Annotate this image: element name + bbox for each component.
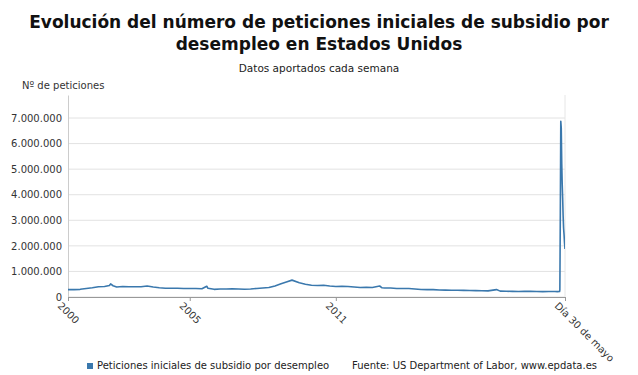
y-tick-label: 1.000.000	[11, 266, 62, 277]
title: Evolución del número de peticiones inici…	[29, 12, 609, 54]
plot-area	[68, 121, 565, 291]
x-tick-label: 2005	[177, 300, 203, 326]
grid-line	[68, 169, 565, 170]
legend-swatch	[87, 363, 93, 369]
x-tick-label: 2011	[323, 300, 349, 326]
y-tick-label: 6.000.000	[11, 138, 62, 149]
chart: Evolución del número de peticiones inici…	[0, 0, 638, 375]
y-tick: 7.000.000	[11, 113, 68, 124]
grid-line	[68, 143, 565, 144]
grid-line	[68, 194, 565, 195]
legend-label: Peticiones iniciales de subsidio por des…	[97, 360, 329, 371]
subtitle: Datos aportados cada semana	[239, 62, 399, 74]
x-axis-line	[69, 298, 566, 302]
y-axis-title: Nº de peticiones	[22, 80, 104, 91]
y-tick-label: 3.000.000	[11, 215, 62, 226]
grid-line	[68, 271, 565, 272]
y-tick: 2.000.000	[11, 241, 68, 252]
y-tick: 1.000.000	[11, 266, 68, 277]
x-tick: 2011	[323, 297, 349, 326]
x-tick-label: Día 30 de mayo	[553, 300, 617, 364]
x-tick-label: 2000	[56, 300, 82, 326]
x-tick-mark	[68, 297, 69, 301]
x-tick: 2000	[56, 297, 82, 326]
y-tick-label: 2.000.000	[11, 241, 62, 252]
y-tick: 5.000.000	[11, 164, 68, 175]
y-tick-label: 0	[56, 292, 62, 303]
grid-line	[68, 118, 565, 119]
y-axis-line	[68, 96, 69, 298]
plot-frame	[565, 95, 566, 297]
x-tick-mark	[336, 297, 337, 301]
grid-line	[68, 245, 565, 246]
y-tick-label: 7.000.000	[11, 113, 62, 124]
y-tick-label: 4.000.000	[11, 189, 62, 200]
y-tick: 6.000.000	[11, 138, 68, 149]
grid	[68, 118, 565, 297]
series-line	[68, 121, 565, 291]
y-tick-label: 5.000.000	[11, 164, 62, 175]
x-tick-mark	[190, 297, 191, 301]
x-tick: Día 30 de mayo	[553, 297, 617, 364]
legend: Peticiones iniciales de subsidio por des…	[87, 360, 329, 371]
x-tick-mark	[565, 297, 566, 301]
grid-line	[68, 220, 565, 221]
y-axis: 0 1.000.000 2.000.000 3.000.000 4.000.000 5.0…	[11, 96, 68, 303]
x-axis: 2000 2005 2011 Día 30 de mayo	[56, 297, 617, 364]
source: Fuente: US Department of Labor, www.epda…	[352, 360, 597, 371]
x-tick: 2005	[177, 297, 203, 326]
y-tick: 3.000.000	[11, 215, 68, 226]
y-tick: 4.000.000	[11, 189, 68, 200]
